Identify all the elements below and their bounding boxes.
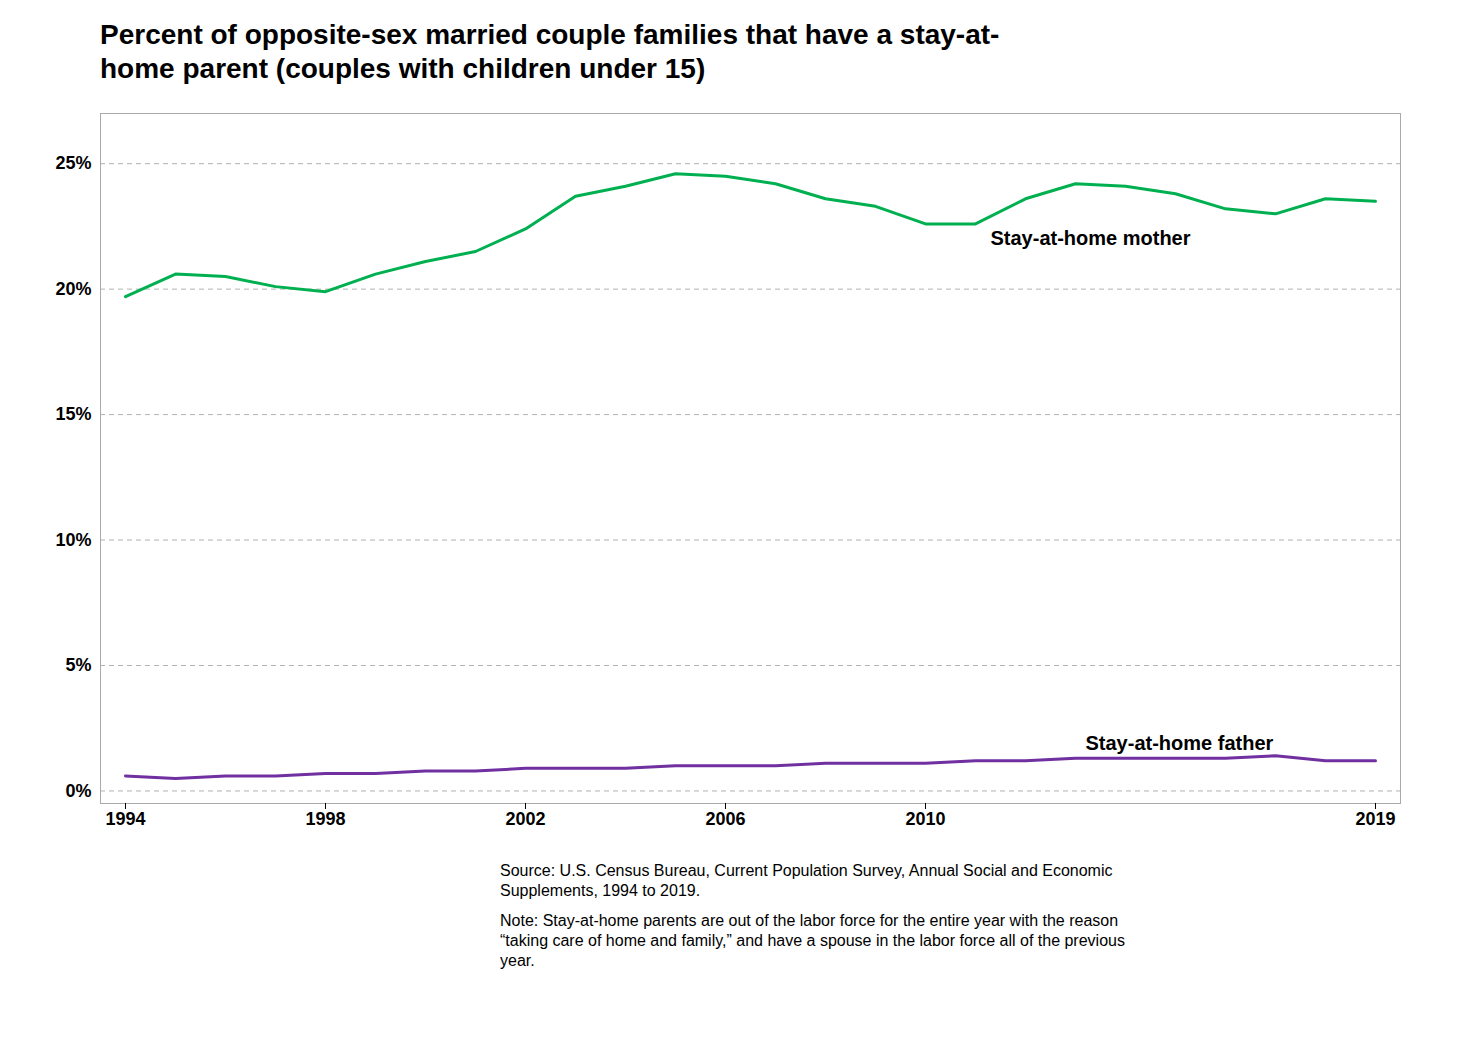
svg-text:25%: 25% xyxy=(55,154,91,174)
svg-text:10%: 10% xyxy=(55,530,91,550)
svg-text:0%: 0% xyxy=(65,781,91,801)
html-text:Percent of opposite-sex marrie: Percent of opposite-sex married couple f… xyxy=(100,19,1000,84)
html-text:Source: U.S. Census Bureau, Cu: Source: U.S. Census Bureau, Current Popu… xyxy=(500,862,1113,900)
svg-text:15%: 15% xyxy=(55,405,91,425)
svg-text:2002: 2002 xyxy=(505,809,545,829)
svg-text:Stay-at-home mother: Stay-at-home mother xyxy=(991,228,1191,250)
html-text:Note: Stay-at-home parents are: Note: Stay-at-home parents are out of th… xyxy=(500,912,1125,970)
svg-text:5%: 5% xyxy=(65,655,91,675)
svg-text:2010: 2010 xyxy=(905,809,945,829)
svg-text:Stay-at-home father: Stay-at-home father xyxy=(1086,732,1274,754)
svg-text:2006: 2006 xyxy=(705,809,745,829)
svg-text:1994: 1994 xyxy=(105,809,145,829)
svg-text:1998: 1998 xyxy=(305,809,345,829)
svg-text:2019: 2019 xyxy=(1355,809,1395,829)
svg-text:20%: 20% xyxy=(55,279,91,299)
